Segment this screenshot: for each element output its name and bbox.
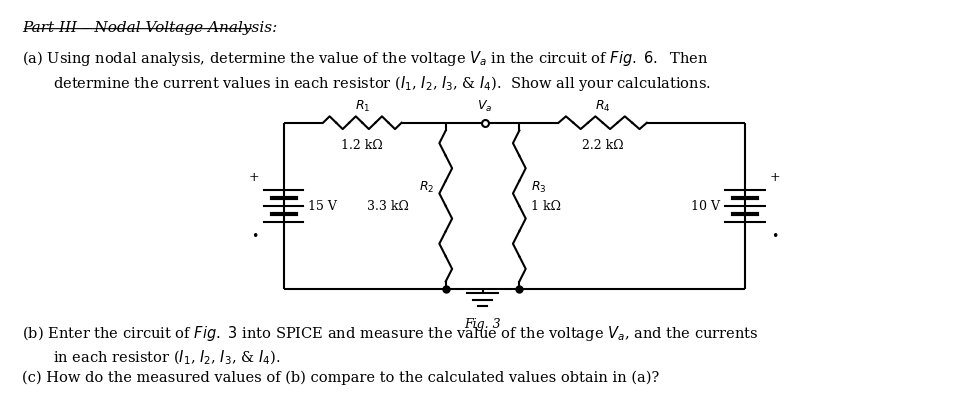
- Text: •: •: [250, 229, 258, 242]
- Text: (c) How do the measured values of (b) compare to the calculated values obtain in: (c) How do the measured values of (b) co…: [22, 370, 659, 384]
- Text: 3.3 kΩ: 3.3 kΩ: [366, 200, 408, 213]
- Text: $V_a$: $V_a$: [477, 99, 492, 114]
- Text: (a) Using nodal analysis, determine the value of the voltage $V_a$ in the circui: (a) Using nodal analysis, determine the …: [22, 49, 708, 68]
- Text: 15 V: 15 V: [309, 200, 337, 213]
- Text: Part III – Nodal Voltage Analysis:: Part III – Nodal Voltage Analysis:: [22, 21, 277, 35]
- Text: determine the current values in each resistor ($I_1$, $I_2$, $I_3$, & $I_4$).  S: determine the current values in each res…: [54, 74, 711, 93]
- Text: $R_1$: $R_1$: [355, 99, 370, 114]
- Text: $R_4$: $R_4$: [595, 99, 611, 114]
- Text: $R_2$: $R_2$: [419, 179, 434, 195]
- Text: (b) Enter the circuit of $\it{Fig.}$ $\it{3}$ into SPICE and measure the value o: (b) Enter the circuit of $\it{Fig.}$ $\i…: [22, 323, 758, 342]
- Text: 1 kΩ: 1 kΩ: [532, 200, 561, 213]
- Text: $R_3$: $R_3$: [532, 179, 547, 195]
- Text: 1.2 kΩ: 1.2 kΩ: [341, 139, 383, 152]
- Text: •: •: [771, 229, 778, 242]
- Text: in each resistor ($I_1$, $I_2$, $I_3$, & $I_4$).: in each resistor ($I_1$, $I_2$, $I_3$, &…: [54, 347, 281, 366]
- Text: +: +: [770, 171, 780, 184]
- Text: +: +: [250, 171, 260, 184]
- Text: 10 V: 10 V: [691, 200, 721, 213]
- Text: 2.2 kΩ: 2.2 kΩ: [582, 139, 623, 152]
- Text: Fig. 3: Fig. 3: [465, 317, 501, 330]
